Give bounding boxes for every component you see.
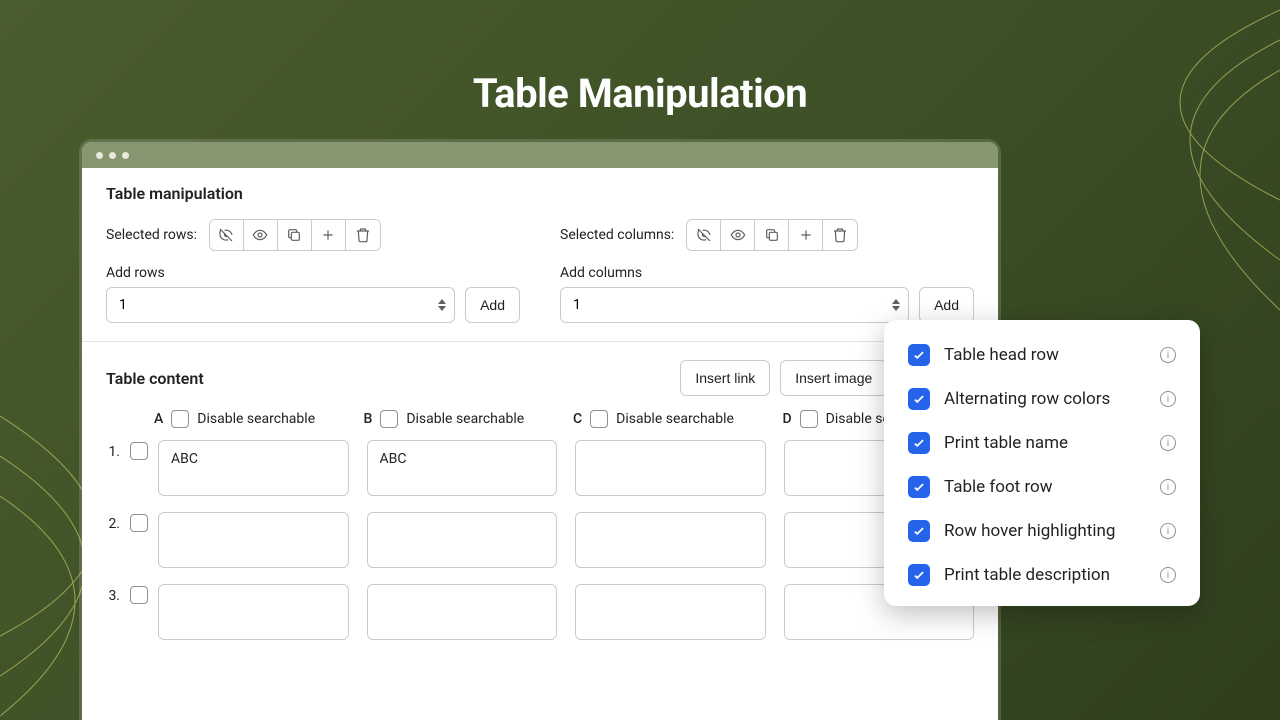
add-columns-label: Add columns [560, 265, 974, 281]
table-cell[interactable]: ABC [367, 440, 558, 496]
plus-icon[interactable] [312, 220, 346, 250]
disable-searchable-checkbox[interactable] [171, 410, 189, 428]
table-cell[interactable] [158, 512, 349, 568]
checkbox-checked[interactable] [908, 432, 930, 454]
add-rows-label: Add rows [106, 265, 520, 281]
selected-columns-label: Selected columns: [560, 227, 674, 243]
add-columns-button[interactable]: Add [919, 287, 974, 323]
table-row: 1. ABC ABC [106, 440, 974, 496]
column-letter: C [573, 411, 582, 427]
hide-icon[interactable] [210, 220, 244, 250]
option-label: Table head row [944, 345, 1146, 365]
option-label: Row hover highlighting [944, 521, 1146, 541]
add-rows-value: 1 [119, 297, 127, 313]
trash-icon[interactable] [823, 220, 857, 250]
disable-searchable-checkbox[interactable] [800, 410, 818, 428]
table-cell[interactable] [367, 584, 558, 640]
plus-icon[interactable] [789, 220, 823, 250]
stepper-up-icon[interactable] [438, 299, 446, 304]
app-window: Table manipulation Selected rows: Select… [82, 142, 998, 720]
table-cell[interactable] [575, 512, 766, 568]
stepper-down-icon[interactable] [892, 306, 900, 311]
table-cell[interactable]: ABC [158, 440, 349, 496]
window-titlebar [82, 142, 998, 168]
option-label: Table foot row [944, 477, 1146, 497]
column-letter: B [364, 411, 373, 427]
window-dot [109, 152, 116, 159]
selected-rows-label: Selected rows: [106, 227, 197, 243]
row-checkbox[interactable] [130, 442, 148, 460]
row-checkbox[interactable] [130, 514, 148, 532]
checkbox-checked[interactable] [908, 388, 930, 410]
column-letter: A [154, 411, 163, 427]
add-rows-input[interactable]: 1 [106, 287, 455, 323]
checkbox-checked[interactable] [908, 564, 930, 586]
duplicate-icon[interactable] [755, 220, 789, 250]
checkbox-checked[interactable] [908, 520, 930, 542]
window-dot [96, 152, 103, 159]
add-columns-input[interactable]: 1 [560, 287, 909, 323]
row-number: 2. [106, 512, 120, 532]
page-title: Table Manipulation [0, 0, 1280, 117]
insert-image-button[interactable]: Insert image [780, 360, 887, 396]
disable-searchable-checkbox[interactable] [590, 410, 608, 428]
info-icon[interactable]: i [1160, 567, 1176, 583]
show-icon[interactable] [244, 220, 278, 250]
info-icon[interactable]: i [1160, 391, 1176, 407]
table-cell[interactable] [575, 584, 766, 640]
table-row: 2. [106, 512, 974, 568]
row-checkbox[interactable] [130, 586, 148, 604]
column-headers: A Disable searchable B Disable searchabl… [106, 410, 974, 428]
checkbox-checked[interactable] [908, 344, 930, 366]
stepper-down-icon[interactable] [438, 306, 446, 311]
disable-searchable-label: Disable searchable [197, 411, 315, 427]
options-popup: Table head row i Alternating row colors … [884, 320, 1200, 606]
info-icon[interactable]: i [1160, 435, 1176, 451]
table-cell[interactable] [575, 440, 766, 496]
selected-columns-toolbar [686, 219, 858, 251]
option-label: Print table name [944, 433, 1146, 453]
disable-searchable-label: Disable searchable [616, 411, 734, 427]
hide-icon[interactable] [687, 220, 721, 250]
selected-rows-toolbar [209, 219, 381, 251]
table-row: 3. [106, 584, 974, 640]
checkbox-checked[interactable] [908, 476, 930, 498]
disable-searchable-label: Disable searchable [406, 411, 524, 427]
info-icon[interactable]: i [1160, 479, 1176, 495]
info-icon[interactable]: i [1160, 523, 1176, 539]
table-cell[interactable] [367, 512, 558, 568]
disable-searchable-checkbox[interactable] [380, 410, 398, 428]
show-icon[interactable] [721, 220, 755, 250]
column-letter: D [783, 411, 792, 427]
add-columns-value: 1 [573, 297, 581, 313]
table-cell[interactable] [158, 584, 349, 640]
trash-icon[interactable] [346, 220, 380, 250]
row-number: 3. [106, 584, 120, 604]
option-label: Alternating row colors [944, 389, 1146, 409]
stepper-up-icon[interactable] [892, 299, 900, 304]
add-rows-button[interactable]: Add [465, 287, 520, 323]
panel-title: Table manipulation [106, 184, 974, 203]
duplicate-icon[interactable] [278, 220, 312, 250]
option-label: Print table description [944, 565, 1146, 585]
insert-link-button[interactable]: Insert link [680, 360, 770, 396]
content-title: Table content [106, 369, 204, 388]
info-icon[interactable]: i [1160, 347, 1176, 363]
window-dot [122, 152, 129, 159]
row-number: 1. [106, 440, 120, 460]
